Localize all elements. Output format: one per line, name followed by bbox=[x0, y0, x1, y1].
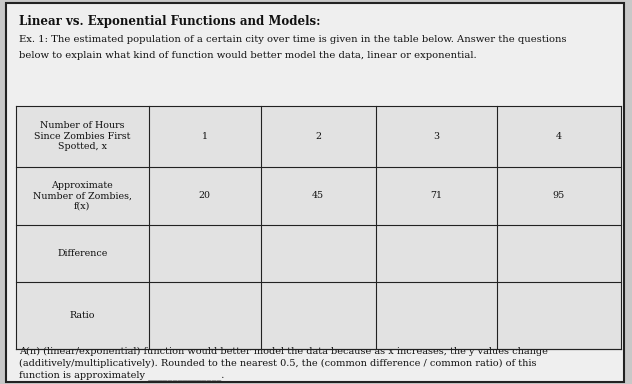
Text: A(n) (linear/exponential) function would better model the data because as x incr: A(n) (linear/exponential) function would… bbox=[19, 347, 548, 356]
Text: 3: 3 bbox=[433, 132, 439, 141]
Text: 2: 2 bbox=[315, 132, 321, 141]
Text: function is approximately _______________.: function is approximately ______________… bbox=[19, 371, 224, 380]
Text: 71: 71 bbox=[430, 191, 442, 200]
Text: 95: 95 bbox=[552, 191, 565, 200]
Text: 45: 45 bbox=[312, 191, 324, 200]
FancyBboxPatch shape bbox=[6, 3, 624, 382]
Text: Approximate
Number of Zombies,
f(x): Approximate Number of Zombies, f(x) bbox=[33, 181, 132, 211]
FancyBboxPatch shape bbox=[16, 106, 621, 349]
Text: Number of Hours
Since Zombies First
Spotted, x: Number of Hours Since Zombies First Spot… bbox=[34, 121, 131, 151]
Text: Ratio: Ratio bbox=[70, 311, 95, 320]
Text: (additively/multiplicatively). Rounded to the nearest 0.5, the (common differenc: (additively/multiplicatively). Rounded t… bbox=[19, 359, 537, 368]
Text: Linear vs. Exponential Functions and Models:: Linear vs. Exponential Functions and Mod… bbox=[19, 15, 320, 28]
Text: 1: 1 bbox=[202, 132, 208, 141]
Text: 4: 4 bbox=[556, 132, 562, 141]
Text: Difference: Difference bbox=[57, 249, 107, 258]
Text: 20: 20 bbox=[199, 191, 211, 200]
Text: below to explain what kind of function would better model the data, linear or ex: below to explain what kind of function w… bbox=[19, 51, 477, 60]
Text: Ex. 1: The estimated population of a certain city over time is given in the tabl: Ex. 1: The estimated population of a cer… bbox=[19, 35, 566, 43]
